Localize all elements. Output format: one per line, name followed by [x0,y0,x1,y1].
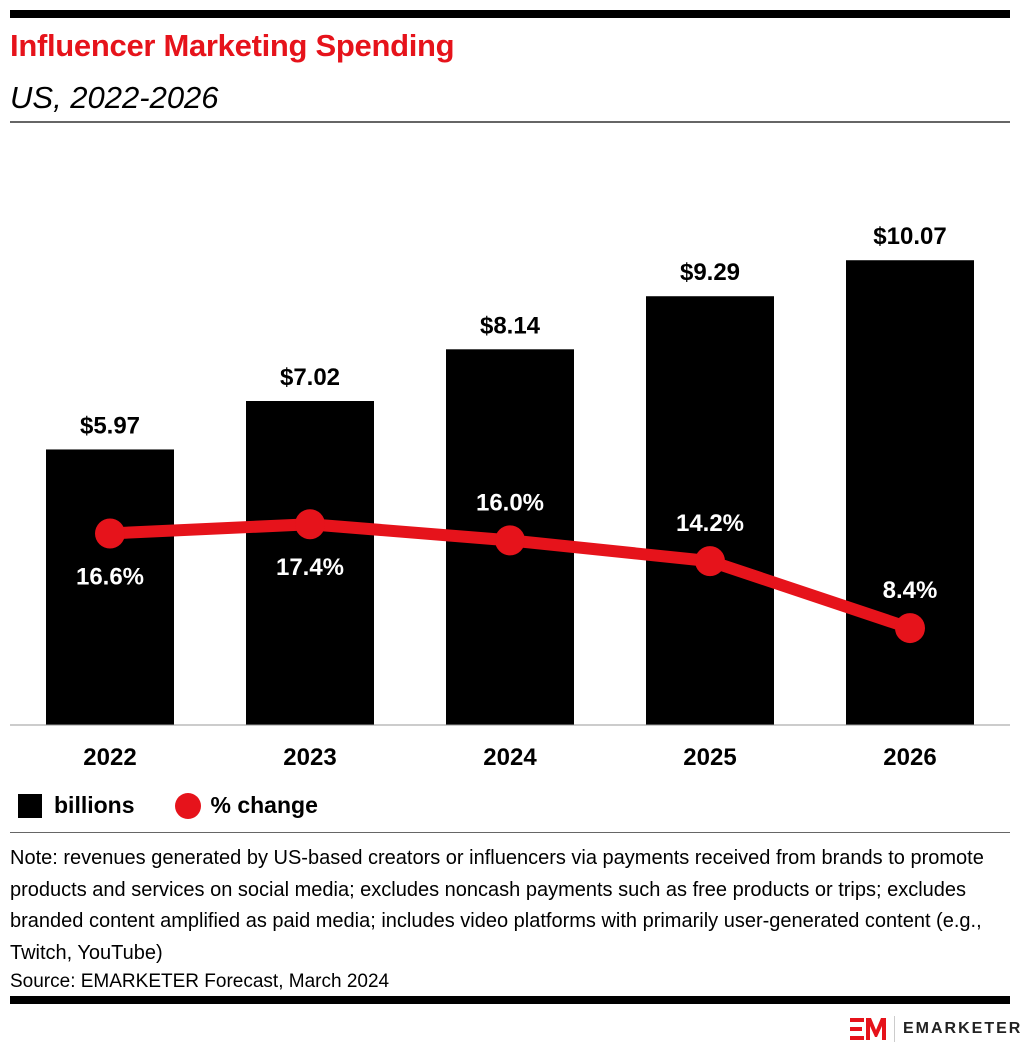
bar [646,296,774,725]
bar [46,449,174,725]
chart-title: Influencer Marketing Spending [10,28,455,63]
bottom-rule [10,996,1010,1004]
x-tick-label: 2026 [883,744,936,771]
x-tick-label: 2024 [483,744,537,771]
divider [10,832,1010,833]
combo-chart: $5.97 2022 $7.02 2023 $8.14 2024 $9.29 2025 $10.… [10,223,1010,771]
bar [246,401,374,725]
line-value-label: 17.4% [276,554,344,581]
emarketer-logo: EMARKETER [850,1016,1020,1042]
legend: billions % change [18,792,318,819]
source: Source: EMARKETER Forecast, March 2024 [10,971,390,992]
note: Note: revenues generated by US-based cre… [10,847,984,965]
line-point [95,518,125,549]
logo-separator [894,1016,895,1042]
legend-line-swatch [174,792,201,819]
line-value-label: 14.2% [676,510,744,537]
x-tick-label: 2023 [283,744,336,771]
line-value-label: 8.4% [883,577,938,604]
x-tick-label: 2025 [683,744,736,771]
bar-value-label: $10.07 [873,223,946,250]
bar [846,260,974,725]
legend-line-label: % change [210,792,318,818]
em-logo-icon [850,1018,886,1040]
line-point [495,525,525,556]
bar-value-label: $9.29 [680,259,740,286]
bar-value-label: $5.97 [80,412,140,439]
line-point [895,613,925,644]
chart-subtitle: US, 2022-2026 [10,80,219,115]
line-value-label: 16.0% [476,489,544,516]
line-point [295,509,325,540]
top-rule [10,10,1010,18]
x-tick-label: 2022 [83,744,136,771]
bar-value-label: $7.02 [280,364,340,391]
bar-value-label: $8.14 [480,312,541,339]
divider [10,121,1010,123]
line-point [695,546,725,577]
legend-bar-swatch [18,793,42,818]
logo-text: EMARKETER [903,1020,1020,1037]
line-value-label: 16.6% [76,563,144,590]
legend-bar-label: billions [54,792,135,818]
